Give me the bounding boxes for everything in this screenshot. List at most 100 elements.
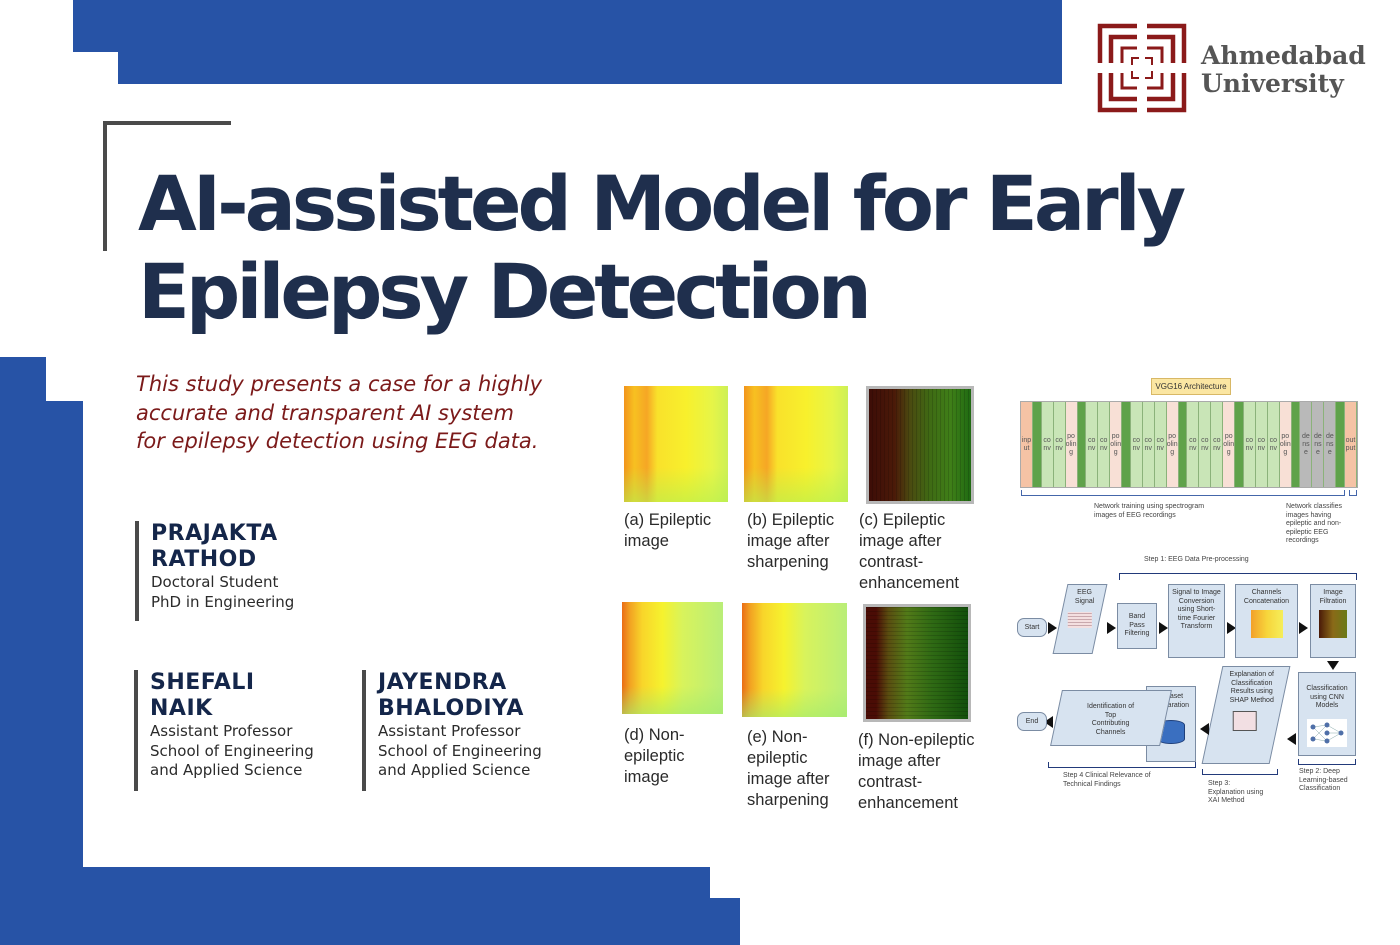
page-title: AI-assisted Model for Early Epilepsy Det… (138, 160, 1218, 336)
logo-line-1: Ahmedabad (1201, 41, 1366, 70)
bottom-blue-bar-step (0, 898, 740, 945)
classification-cnn-node: Classification using CNN Models (1298, 672, 1356, 756)
vgg-block-conv: conv (1267, 402, 1280, 487)
author-school: School of Engineering (150, 741, 314, 760)
caption-e: (e) Non- epileptic image after sharpenin… (747, 727, 830, 811)
node-label: Identification of Top Contributing Chann… (1087, 703, 1135, 736)
node-label: Dataset Preparation (1152, 693, 1190, 709)
vgg-block-dense: dense (1300, 402, 1313, 487)
caption-line: epileptic (747, 749, 808, 767)
figure-e-non-epileptic-sharpened-image (742, 603, 847, 717)
vgg-block-pooling: pooling (1166, 402, 1179, 487)
end-node: End (1017, 712, 1047, 731)
author-last-name: BHALODIYA (378, 696, 524, 721)
channels-concatenation-node: Channels Concatenation (1235, 584, 1298, 658)
arrow-left-icon (1287, 733, 1296, 745)
figure-b-epileptic-sharpened-image (744, 386, 848, 502)
image-filtration-node: Image Filtration (1310, 584, 1356, 658)
caption-line: contrast- (858, 773, 923, 791)
vgg-block-input: input (1021, 402, 1033, 487)
tagline-line-3: for epilepsy detection using EEG data. (136, 429, 539, 453)
vgg-block-conv: conv (1041, 402, 1054, 487)
arrow-down-icon (1327, 661, 1339, 670)
author-card-jayendra: JAYENDRA BHALODIYA Assistant Professor S… (362, 670, 542, 791)
vgg-block-activation (1235, 402, 1244, 487)
caption-line: enhancement (858, 794, 958, 812)
vgg-block-pooling: pooling (1065, 402, 1078, 487)
author-school-2: and Applied Science (150, 761, 303, 779)
caption-line: enhancement (859, 574, 959, 592)
step1-label: Step 1: EEG Data Pre-processing (1144, 556, 1249, 563)
author-last-name: NAIK (150, 696, 213, 721)
step1-brace (1119, 573, 1357, 580)
vgg-block-conv: conv (1142, 402, 1155, 487)
university-logo-icon (1097, 23, 1187, 113)
title-line-1: AI-assisted Model for Early (138, 159, 1186, 248)
shap-explanation-node: Explanation of Classification Results us… (1201, 666, 1291, 764)
caption-line: (f) Non-epileptic (858, 731, 975, 749)
identification-node: Identification of Top Contributing Chann… (1050, 690, 1172, 746)
author-first-name: PRAJAKTA (151, 521, 278, 546)
tagline-line-2: accurate and transparent AI system (136, 400, 514, 425)
figure-f-non-epileptic-contrast-image (863, 604, 971, 722)
caption-line: sharpening (747, 791, 829, 809)
vgg-block-activation (1122, 402, 1131, 487)
caption-b: (b) Epileptic image after sharpening (747, 510, 834, 573)
vgg16-title: VGG16 Architecture (1151, 378, 1231, 395)
author-role: Assistant Professor (150, 722, 293, 740)
step3-label: Step 3: Explanation using XAI Method (1208, 780, 1264, 804)
caption-line: image (624, 532, 669, 550)
arrow-left-icon (1200, 723, 1209, 735)
arrow-left-icon (1044, 716, 1053, 728)
vgg-block-activation (1178, 402, 1188, 487)
title-line-2: Epilepsy Detection (138, 247, 872, 336)
vgg-block-conv: conv (1211, 402, 1224, 487)
step4-brace (1048, 762, 1196, 768)
author-school-2: and Applied Science (378, 761, 531, 779)
caption-line: image after (858, 752, 941, 770)
vgg-block-conv: conv (1187, 402, 1200, 487)
node-label: Band Pass Filtering (1124, 613, 1150, 637)
filtered-image-thumbnail (1319, 610, 1347, 638)
study-tagline: This study presents a case for a highly … (136, 370, 606, 456)
logo-line-2: University (1201, 69, 1344, 98)
caption-line: image after (747, 770, 830, 788)
node-label: EEG Signal (1074, 589, 1095, 605)
arrow-right-icon (1227, 622, 1236, 634)
caption-line: image after (747, 532, 830, 550)
start-node: Start (1017, 618, 1047, 637)
caption-d: (d) Non- epileptic image (624, 725, 685, 788)
vgg-block-conv: conv (1053, 402, 1066, 487)
node-label: Image Filtration (1319, 589, 1347, 605)
shap-heatmap-thumbnail (1232, 711, 1257, 731)
vgg-block-pooling: pooling (1110, 402, 1123, 487)
university-name: Ahmedabad University (1201, 42, 1366, 98)
tagline-line-1: This study presents a case for a highly (136, 372, 543, 396)
band-pass-node: Band Pass Filtering (1117, 603, 1157, 649)
vgg16-architecture-diagram: input conv conv pooling conv conv pooling conv c… (1020, 401, 1358, 488)
concat-spectrogram-thumbnail (1250, 610, 1283, 638)
arrow-right-icon (1299, 622, 1308, 634)
title-bracket-horizontal (103, 121, 231, 125)
author-first-name: JAYENDRA (378, 670, 507, 695)
caption-line: epileptic (624, 747, 685, 765)
caption-a: (a) Epileptic image (624, 510, 711, 552)
author-last-name: RATHOD (151, 547, 257, 572)
signal-to-image-node: Signal to Image Conversion using Short-t… (1168, 584, 1225, 658)
vgg-block-dense: dense (1324, 402, 1337, 487)
vgg-block-pooling: pooling (1279, 402, 1292, 487)
vgg-block-conv: conv (1154, 402, 1167, 487)
node-label: Signal to Image Conversion using Short-t… (1172, 589, 1221, 630)
author-school: School of Engineering (378, 741, 542, 760)
arrow-right-icon (1107, 622, 1116, 634)
step3-brace (1202, 769, 1278, 775)
vgg-block-pooling: pooling (1223, 402, 1236, 487)
node-label: Channels Concatenation (1243, 589, 1290, 605)
caption-f: (f) Non-epileptic image after contrast- … (858, 730, 974, 814)
step2-label: Step 2: Deep Learning-based Classificati… (1299, 768, 1348, 792)
caption-line: image after (859, 532, 942, 550)
author-program: PhD in Engineering (151, 592, 295, 611)
vgg-block-conv: conv (1255, 402, 1268, 487)
step4-label: Step 4 Clinical Relevance of Technical F… (1063, 772, 1151, 788)
figure-a-epileptic-image (624, 386, 728, 502)
